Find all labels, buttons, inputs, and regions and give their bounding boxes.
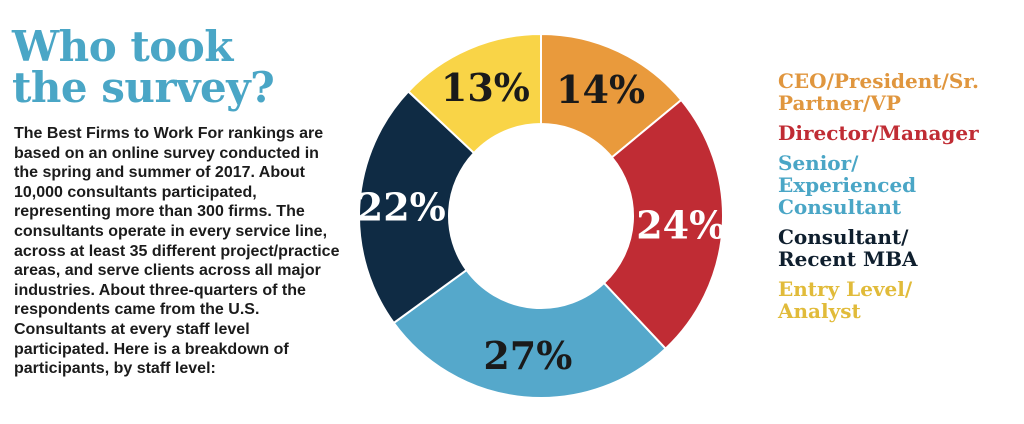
chart-legend: CEO/President/Sr. Partner/VP Director/Mana… bbox=[778, 70, 1024, 330]
legend-item-line: Partner/VP bbox=[778, 91, 901, 115]
legend-item-line: Consultant bbox=[778, 195, 902, 219]
legend-item-line: Senior/ bbox=[778, 151, 859, 175]
title-line-1: Who took bbox=[12, 22, 233, 71]
legend-item-line: Director/Manager bbox=[778, 121, 979, 145]
donut-slice-labels: 14% 24% 27% 22% 13% bbox=[357, 65, 725, 378]
legend-item-line: CEO/President/Sr. bbox=[778, 69, 979, 93]
slice-label-entry-level-analyst: 13% bbox=[441, 65, 530, 110]
title-line-2: the survey? bbox=[12, 63, 275, 112]
slice-label-ceo-president-sr-partner-vp: 14% bbox=[556, 67, 645, 112]
slice-senior-experienced-consultant bbox=[392, 268, 668, 399]
legend-item-line: Analyst bbox=[778, 299, 861, 323]
legend-item-ceo-president-sr-partner-vp: CEO/President/Sr. Partner/VP bbox=[778, 70, 1024, 114]
slice-label-director-manager: 24% bbox=[636, 202, 725, 247]
slice-label-consultant-recent-mba: 22% bbox=[357, 185, 446, 230]
donut-chart: 14% 24% 27% 22% 13% bbox=[357, 32, 725, 399]
slice-director-manager bbox=[602, 98, 724, 351]
slice-consultant-recent-mba bbox=[358, 89, 476, 325]
chart-title: Who took the survey? bbox=[12, 22, 332, 112]
legend-item-line: Experienced bbox=[778, 173, 917, 197]
slice-label-senior-experienced-consultant: 27% bbox=[483, 333, 572, 378]
legend-item-line: Entry Level/ bbox=[778, 277, 913, 301]
slice-entry-level-analyst bbox=[406, 32, 542, 155]
legend-item-line: Recent MBA bbox=[778, 247, 918, 271]
legend-item-director-manager: Director/Manager bbox=[778, 122, 1024, 144]
legend-item-entry-level-analyst: Entry Level/Analyst bbox=[778, 278, 1024, 322]
legend-item-line: Consultant/ bbox=[778, 225, 909, 249]
legend-item-consultant-recent-mba: Consultant/Recent MBA bbox=[778, 226, 1024, 270]
donut-slices bbox=[358, 32, 724, 399]
legend-item-senior-experienced-consultant: Senior/Experienced Consultant bbox=[778, 152, 1024, 218]
survey-description: The Best Firms to Work For rankings are … bbox=[14, 125, 340, 378]
